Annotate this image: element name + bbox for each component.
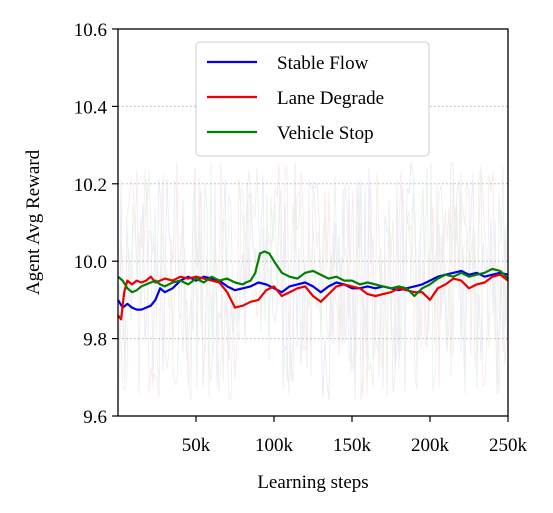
y-tick-label: 10.2: [74, 175, 107, 196]
y-axis-ticks: 9.6 9.8 10.0 10.2 10.4 10.6: [74, 20, 118, 428]
x-tick-label: 200k: [411, 435, 450, 456]
noise-trace-2: [118, 161, 508, 401]
series-lines: [117, 250, 509, 321]
series-line-stable-flow: [117, 269, 509, 311]
x-axis-ticks: 50k 100k 150k 200k 250k: [182, 416, 528, 456]
x-tick-label: 100k: [255, 435, 294, 456]
x-axis-label: Learning steps: [257, 472, 368, 493]
noise-band: [118, 161, 508, 401]
plot-area-frame: [117, 28, 509, 417]
y-tick-label: 10.0: [74, 252, 107, 273]
series-line-vehicle-stop: [117, 250, 509, 298]
noise-trace-1: [118, 161, 508, 401]
y-tick-label: 10.6: [74, 20, 107, 41]
legend-label: Lane Degrade: [277, 88, 384, 109]
legend: Stable Flow Lane Degrade Vehicle Stop: [195, 41, 430, 157]
y-tick-label: 9.6: [83, 407, 107, 428]
y-tick-label: 10.4: [74, 97, 108, 118]
legend-label: Stable Flow: [277, 53, 369, 74]
grid-lines: [118, 105, 508, 340]
legend-box: [195, 41, 430, 157]
x-tick-label: 150k: [333, 435, 372, 456]
x-tick-label: 50k: [182, 435, 211, 456]
x-tick-label: 250k: [489, 435, 528, 456]
legend-label: Vehicle Stop: [277, 123, 374, 144]
y-axis-label: Agent Avg Reward: [23, 149, 44, 295]
y-tick-label: 9.8: [83, 330, 107, 351]
